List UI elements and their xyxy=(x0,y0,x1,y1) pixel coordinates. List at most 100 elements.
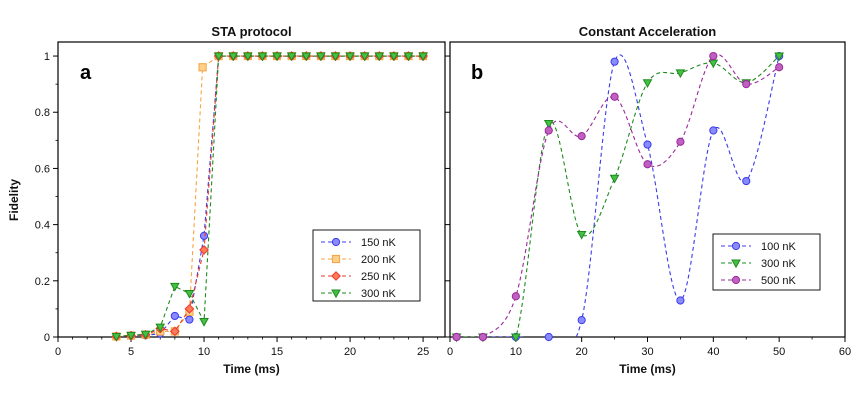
x-tick-label: 20 xyxy=(344,346,356,358)
data-point xyxy=(478,332,488,342)
series-line xyxy=(456,55,780,337)
series-line xyxy=(116,55,424,337)
data-point xyxy=(676,296,685,305)
data-point xyxy=(169,326,180,337)
x-tick-label: 40 xyxy=(707,346,719,358)
data-point xyxy=(286,52,297,62)
legend-label: 300 nK xyxy=(761,258,797,270)
legend-marker xyxy=(731,241,741,251)
data-point xyxy=(544,332,553,342)
data-point xyxy=(359,52,370,62)
data-point xyxy=(742,80,751,89)
x-tick-label: 0 xyxy=(447,346,453,358)
chart-title: Constant Acceleration xyxy=(579,24,717,39)
legend: 150 nK 200 nK 250 nK 300 nK xyxy=(312,229,421,302)
panel-b: Constant Acceleration b 0 10 20 30 40 50 60 Time … xyxy=(445,24,851,376)
x-tick-label: 25 xyxy=(417,346,429,358)
shared-y-axis-label: Fidelity xyxy=(7,179,21,221)
y-tick-label: 0.6 xyxy=(35,163,50,175)
data-point xyxy=(643,160,652,169)
data-point xyxy=(272,52,282,62)
legend-marker xyxy=(331,254,341,264)
data-point xyxy=(609,174,620,184)
data-point xyxy=(774,52,785,62)
data-point xyxy=(576,230,587,240)
legend: 100 nK 300 nK 500 nK xyxy=(712,233,821,291)
data-point xyxy=(610,92,619,101)
data-point xyxy=(345,52,355,62)
panel-a: STA protocol a 0 5 10 15 20 25 0 0.2 0.4 0.6 0.8 1 Tim… xyxy=(35,24,446,376)
series-line xyxy=(116,55,424,337)
series-line xyxy=(456,54,780,337)
data-point xyxy=(301,52,312,62)
data-point xyxy=(242,52,253,62)
series-500-nK xyxy=(452,51,784,342)
x-axis-label: Time (ms) xyxy=(223,362,279,376)
data-point xyxy=(199,231,209,240)
data-point xyxy=(577,132,586,141)
x-tick-label: 50 xyxy=(773,346,785,358)
data-point xyxy=(775,63,784,72)
data-point xyxy=(170,311,179,321)
legend-label: 300 nK xyxy=(361,288,397,300)
data-point xyxy=(676,137,685,146)
data-point xyxy=(709,51,718,61)
data-point xyxy=(544,126,553,135)
legend-label: 500 nK xyxy=(761,275,797,287)
data-point xyxy=(403,52,414,62)
series-300-nK xyxy=(111,52,428,342)
data-point xyxy=(155,323,166,333)
legend-label: 200 nK xyxy=(361,254,397,266)
data-point xyxy=(374,52,385,62)
panel-label: b xyxy=(471,62,483,84)
data-point xyxy=(418,52,428,62)
x-tick-label: 10 xyxy=(510,346,522,358)
data-point xyxy=(126,331,136,341)
data-point xyxy=(199,244,209,255)
data-point xyxy=(511,292,520,301)
data-point xyxy=(510,333,521,343)
data-point xyxy=(708,59,719,69)
y-tick-label: 0.2 xyxy=(35,276,50,288)
y-tick-label: 0 xyxy=(44,332,50,344)
data-point xyxy=(111,332,122,342)
data-point xyxy=(185,315,194,324)
x-tick-label: 10 xyxy=(198,346,210,358)
x-tick-label: 30 xyxy=(641,346,653,358)
legend-marker xyxy=(731,275,741,285)
legend-marker xyxy=(331,237,341,247)
legend-box xyxy=(712,233,821,291)
data-point xyxy=(140,330,151,340)
data-point xyxy=(228,52,239,62)
data-point xyxy=(742,176,751,186)
x-tick-label: 0 xyxy=(55,346,61,358)
data-point xyxy=(198,63,207,72)
plot-frame xyxy=(57,41,446,338)
legend-marker xyxy=(731,259,741,269)
data-point xyxy=(452,332,461,342)
x-tick-label: 60 xyxy=(839,346,851,358)
legend-marker xyxy=(331,289,341,299)
legend-label: 250 nK xyxy=(361,271,397,283)
data-point xyxy=(213,52,224,62)
data-point xyxy=(389,52,399,62)
data-point xyxy=(169,282,180,292)
chart-title: STA protocol xyxy=(211,24,291,39)
data-point xyxy=(184,289,195,299)
data-point xyxy=(184,303,195,314)
data-point xyxy=(257,52,268,62)
y-tick-label: 1 xyxy=(44,51,50,63)
data-point xyxy=(709,126,718,135)
x-tick-label: 20 xyxy=(576,346,588,358)
y-tick-label: 0.4 xyxy=(35,220,50,232)
y-tick-label: 0.8 xyxy=(35,107,50,119)
data-point xyxy=(610,57,619,66)
series-line xyxy=(116,55,424,337)
legend-label: 100 nK xyxy=(761,241,797,253)
data-point xyxy=(675,69,686,79)
data-point xyxy=(642,79,653,88)
data-point xyxy=(577,316,586,325)
legend-marker xyxy=(331,271,341,281)
data-point xyxy=(543,119,554,129)
